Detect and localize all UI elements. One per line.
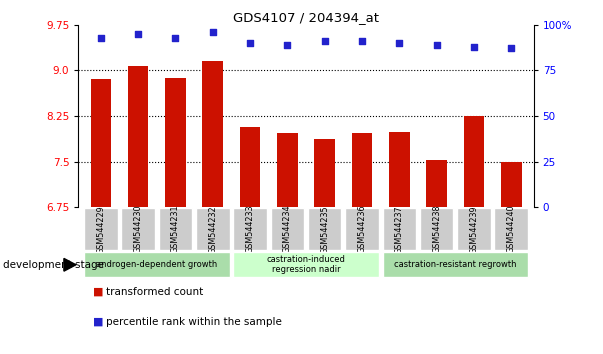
Text: GSM544239: GSM544239 [470,205,478,253]
Point [283,42,292,48]
Text: GSM544235: GSM544235 [320,205,329,253]
Text: GSM544231: GSM544231 [171,205,180,253]
FancyBboxPatch shape [233,252,379,277]
FancyBboxPatch shape [308,208,341,251]
Bar [464,116,484,207]
Point [469,44,479,50]
Text: GSM544234: GSM544234 [283,205,292,253]
Text: development stage: development stage [3,260,104,270]
Text: GSM544240: GSM544240 [507,205,516,253]
Point [357,38,367,44]
Bar [501,161,522,207]
Bar [203,61,223,207]
FancyBboxPatch shape [196,208,230,251]
Bar [426,160,447,207]
Point [507,46,516,51]
FancyBboxPatch shape [233,208,267,251]
Text: GSM544229: GSM544229 [96,205,106,253]
Text: castration-resistant regrowth: castration-resistant regrowth [394,260,517,269]
FancyBboxPatch shape [345,208,379,251]
FancyBboxPatch shape [382,208,416,251]
Bar [165,78,186,207]
Text: transformed count: transformed count [106,287,203,297]
Text: ■: ■ [93,287,104,297]
Bar [128,66,148,207]
Bar [90,80,111,207]
Title: GDS4107 / 204394_at: GDS4107 / 204394_at [233,11,379,24]
Point [96,35,106,40]
FancyBboxPatch shape [494,208,528,251]
Point [394,40,404,46]
FancyBboxPatch shape [84,252,230,277]
Point [171,35,180,40]
Point [432,42,441,48]
Point [245,40,255,46]
Text: percentile rank within the sample: percentile rank within the sample [106,317,282,327]
Text: androgen-dependent growth: androgen-dependent growth [96,260,217,269]
Text: GSM544233: GSM544233 [245,205,254,253]
Text: GSM544230: GSM544230 [134,205,142,253]
Text: GSM544236: GSM544236 [358,205,367,253]
Text: castration-induced
regression nadir: castration-induced regression nadir [267,255,346,274]
Bar [277,133,298,207]
FancyBboxPatch shape [420,208,453,251]
Text: GSM544238: GSM544238 [432,205,441,253]
Point [133,31,143,37]
Bar [314,139,335,207]
FancyBboxPatch shape [457,208,491,251]
Text: GSM544232: GSM544232 [208,205,217,253]
Point [208,29,218,35]
Bar [352,133,372,207]
Bar [389,132,409,207]
FancyBboxPatch shape [84,208,118,251]
FancyBboxPatch shape [121,208,155,251]
Point [320,38,329,44]
Text: GSM544237: GSM544237 [395,205,404,253]
Text: ■: ■ [93,317,104,327]
FancyBboxPatch shape [271,208,304,251]
FancyBboxPatch shape [159,208,192,251]
FancyBboxPatch shape [382,252,528,277]
Bar [240,127,260,207]
